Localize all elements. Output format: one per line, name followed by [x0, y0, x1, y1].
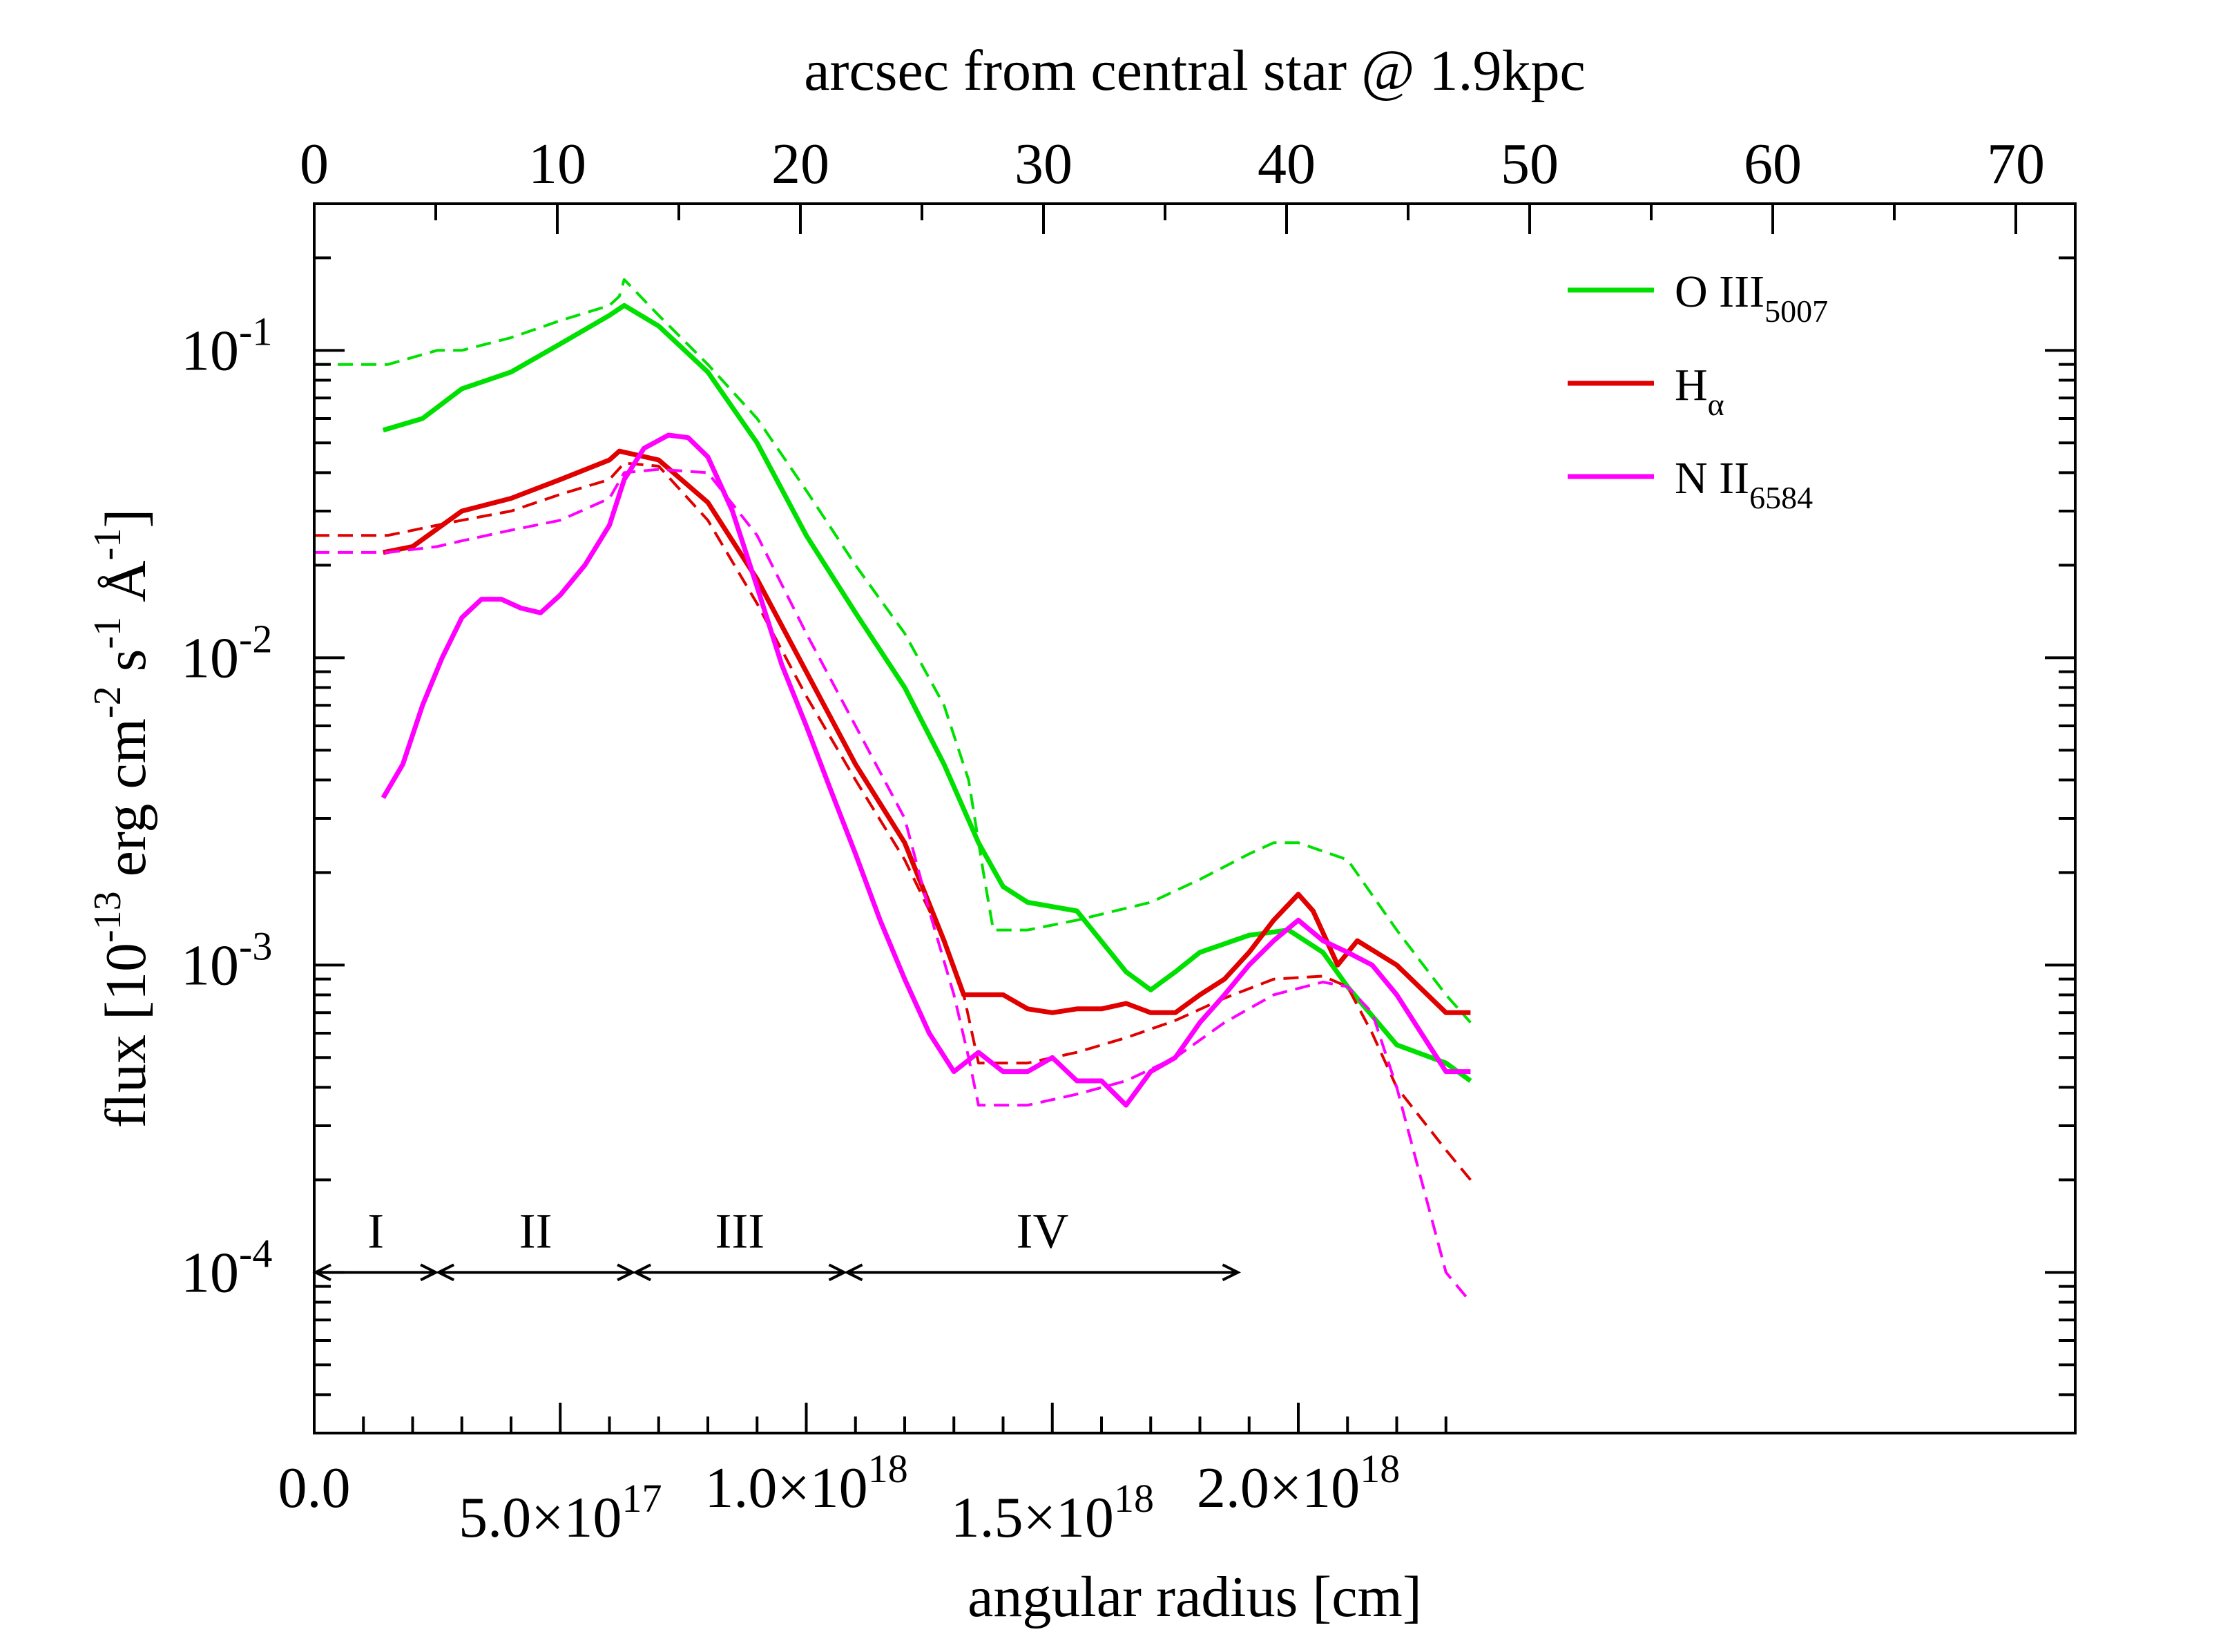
y-axis-title-part: -1 [86, 528, 129, 561]
top-axis-title: arcsec from central star @ 1.9kpc [804, 39, 1586, 103]
region-label: I [367, 1203, 384, 1258]
top-tick-label: 40 [1258, 132, 1316, 196]
y-tick-base: 10 [181, 626, 239, 690]
y-axis-title: flux [10-13 erg cm-2 s-1 Å-1] [86, 509, 158, 1128]
y-axis-title-part: ] [94, 509, 158, 528]
y-tick-base: 10 [181, 1240, 239, 1305]
y-tick-exponent: -2 [239, 616, 272, 661]
y-tick-label: 10-1 [181, 309, 272, 383]
x-tick-label: 5.0×1017 [459, 1476, 662, 1550]
legend-label-subscript: 6584 [1749, 480, 1813, 515]
x-tick-exponent: 18 [1360, 1446, 1400, 1491]
legend-label: O III5007 [1675, 267, 1828, 329]
x-tick-mantissa: 0.0 [278, 1456, 351, 1520]
y-tick-exponent: -4 [239, 1231, 272, 1276]
legend-label-main: N II [1675, 453, 1749, 503]
y-tick-base: 10 [181, 933, 239, 997]
series-line [314, 278, 1472, 1024]
legend-label-main: H [1675, 360, 1708, 410]
y-tick-exponent: -1 [239, 309, 272, 354]
y-tick-label: 10-2 [181, 616, 272, 690]
y-axis-title-part: -1 [86, 617, 129, 649]
top-tick-label: 20 [771, 132, 829, 196]
series-line [383, 448, 1471, 1015]
legend: O III5007 Hα N II6584 [1568, 267, 1828, 515]
top-tick-label: 60 [1744, 132, 1802, 196]
region-arrowhead [435, 1263, 455, 1282]
top-tick-label: 70 [1987, 132, 2045, 196]
y-axis-title-part: flux [10 [94, 943, 158, 1128]
x-tick-mantissa: 1.5×10 [951, 1486, 1114, 1550]
y-axis-title-part: Å [94, 560, 158, 617]
x-tick-label: 1.0×1018 [704, 1446, 907, 1520]
x-tick-label: 0.0 [278, 1456, 351, 1520]
region-label: II [519, 1203, 552, 1258]
y-axis-title-part: s [94, 649, 158, 686]
legend-label-main: O III [1675, 267, 1764, 317]
x-tick-mantissa: 5.0×10 [459, 1486, 622, 1550]
region-arrowhead [844, 1263, 863, 1282]
y-axis-title-part: -2 [86, 686, 129, 718]
x-tick-label: 2.0×1018 [1197, 1446, 1400, 1520]
series-line [314, 468, 1472, 1303]
x-tick-mantissa: 1.0×10 [704, 1456, 867, 1520]
top-tick-label: 10 [528, 132, 586, 196]
x-axis-title: angular radius [cm] [968, 1565, 1422, 1629]
y-tick-base: 10 [181, 318, 239, 383]
region-label: IV [1017, 1203, 1069, 1258]
legend-label: Hα [1675, 360, 1724, 422]
y-tick-label: 10-4 [181, 1231, 272, 1305]
top-tick-label: 30 [1014, 132, 1072, 196]
y-tick-exponent: -3 [239, 923, 272, 968]
x-tick-exponent: 18 [868, 1446, 908, 1491]
series-line [314, 461, 1472, 1181]
series-layer [314, 278, 1472, 1303]
top-tick-label: 50 [1501, 132, 1559, 196]
legend-label: N II6584 [1675, 453, 1813, 515]
y-tick-label: 10-3 [181, 923, 272, 997]
x-tick-exponent: 18 [1114, 1476, 1154, 1521]
region-arrowhead [1222, 1263, 1241, 1282]
region-label: III [715, 1203, 764, 1258]
top-tick-label: 0 [300, 132, 329, 196]
x-tick-mantissa: 2.0×10 [1197, 1456, 1360, 1520]
y-axis-title-part: erg cm [94, 718, 158, 891]
series-line [381, 432, 1471, 1108]
x-tick-label: 1.5×1018 [951, 1476, 1154, 1550]
legend-label-subscript: α [1708, 387, 1724, 422]
x-tick-exponent: 17 [622, 1476, 662, 1521]
region-arrowhead [632, 1263, 652, 1282]
y-axis-title-part: -13 [86, 891, 129, 943]
legend-label-subscript: 5007 [1764, 294, 1828, 329]
